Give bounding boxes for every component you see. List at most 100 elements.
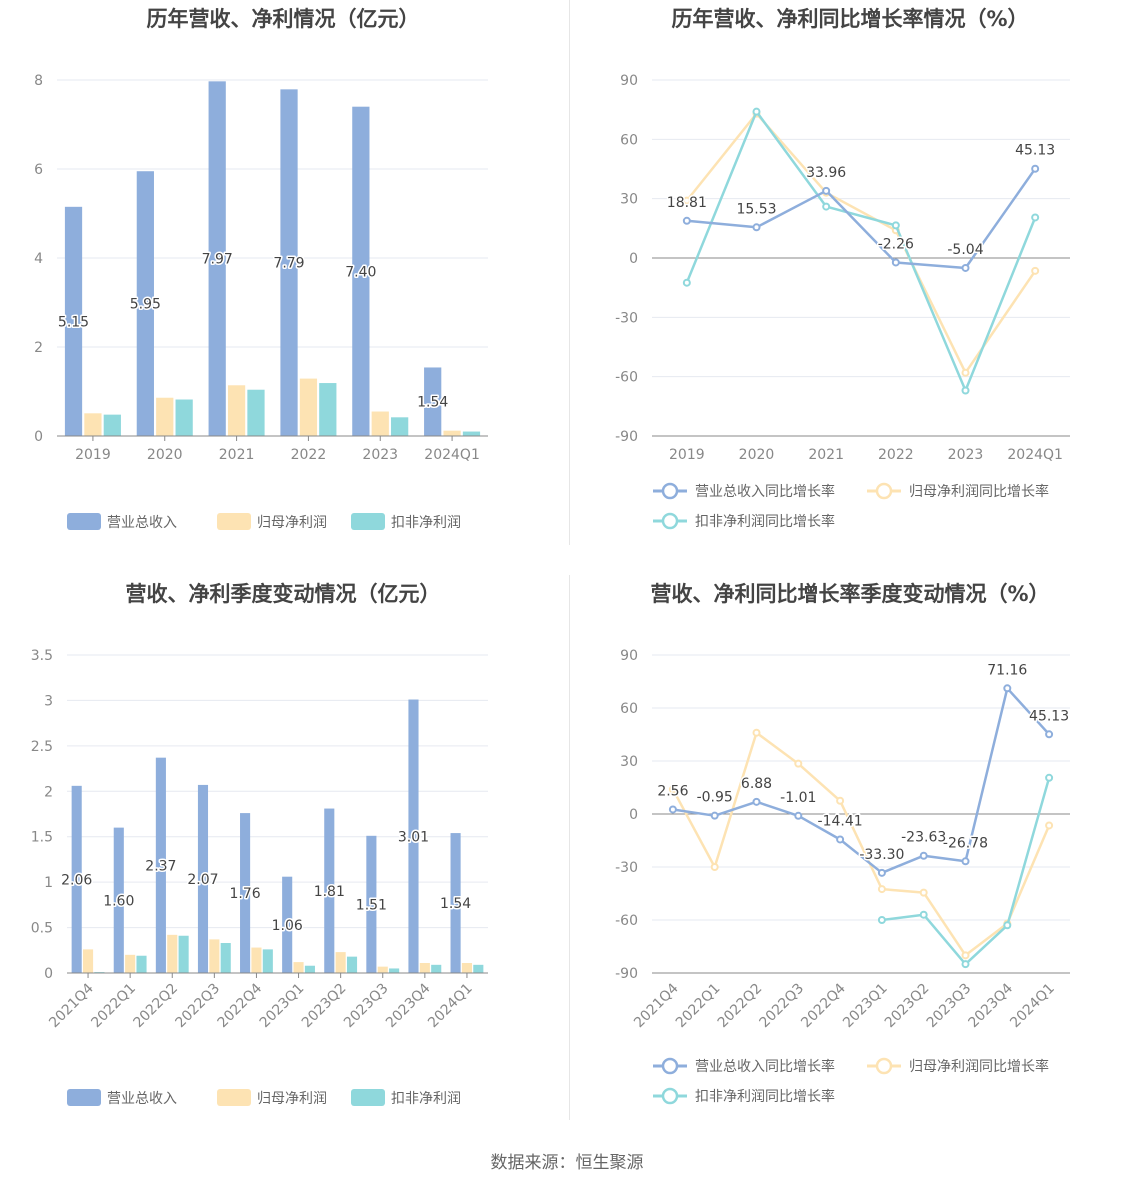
legend: 营业总收入 归母净利润 扣非净利润 — [67, 1089, 461, 1107]
data-point — [752, 797, 761, 806]
y-tick-label: 30 — [620, 192, 638, 208]
legend-label: 营业总收入同比增长率 — [695, 483, 835, 500]
bar-扣非净利润 — [262, 949, 273, 973]
bar-扣非净利润 — [178, 935, 189, 973]
x-tick-label: 2021 — [219, 447, 255, 463]
x-tick-label: 2022Q1 — [673, 981, 724, 1032]
bar-归母净利润 — [82, 949, 94, 973]
y-tick-label: 0 — [629, 251, 638, 267]
bar-营业总收入 — [352, 106, 370, 436]
data-point — [752, 223, 761, 232]
legend-swatch — [217, 1089, 251, 1106]
legend-label: 扣非净利润同比增长率 — [695, 513, 835, 530]
x-tick-label: 2024Q1 — [425, 981, 476, 1032]
y-tick-label: 1 — [44, 875, 53, 891]
bar-营业总收入 — [408, 699, 419, 973]
data-label: 71.16 — [987, 662, 1027, 678]
y-tick-label: 60 — [620, 132, 638, 148]
legend-marker — [661, 482, 679, 500]
data-label: 3.01 — [398, 829, 429, 845]
data-point — [961, 857, 970, 866]
data-point — [710, 863, 719, 871]
bar-营业总收入 — [155, 757, 166, 973]
data-label: 2.06 — [61, 872, 92, 888]
data-label: 2.37 — [145, 858, 176, 874]
x-axis: 2021Q42022Q12022Q22022Q32022Q42023Q12023… — [631, 972, 1070, 1032]
y-tick-label: -60 — [615, 370, 638, 386]
x-tick-label: 2023Q3 — [341, 981, 392, 1032]
series-营业总收入同比增长率 — [682, 164, 1040, 272]
x-tick-label: 2023Q1 — [840, 981, 891, 1032]
x-tick-label: 2022 — [291, 447, 327, 463]
y-tick-label: 2 — [34, 340, 43, 356]
y-axis-grid: -90 -60 -30 0 30 60 90 — [615, 73, 1070, 445]
bar-营业总收入 — [282, 876, 293, 973]
data-point — [891, 221, 900, 230]
data-label: 7.97 — [202, 252, 233, 268]
data-source-footer: 数据来源：恒生聚源 — [490, 1153, 644, 1173]
data-point — [919, 851, 928, 860]
data-label: 6.88 — [741, 776, 772, 792]
data-label: 5.15 — [58, 314, 89, 330]
data-point — [1031, 213, 1040, 222]
x-tick-label: 2022Q4 — [798, 980, 849, 1031]
y-tick-label: 0 — [34, 429, 43, 445]
bar-营业总收入 — [450, 833, 461, 973]
data-labels: 5.15 5.95 7.97 7.79 7.40 1.54 — [56, 250, 449, 412]
bar-扣非净利润 — [319, 383, 337, 436]
x-tick-label: 2022Q1 — [88, 981, 139, 1032]
data-label: 1.81 — [314, 884, 345, 900]
y-tick-label: -60 — [615, 913, 638, 929]
series-归母净利润同比增长率 — [682, 109, 1040, 377]
x-tick-label: 2023Q4 — [383, 980, 434, 1031]
y-axis-grid: -90 -60 -30 0 30 60 90 — [615, 648, 1070, 982]
data-point — [961, 386, 970, 395]
legend: 营业总收入 归母净利润 扣非净利润 — [67, 513, 461, 531]
data-label: 1.54 — [440, 896, 471, 912]
data-label: 18.81 — [667, 195, 707, 211]
legend-label: 归母净利润 — [257, 514, 327, 531]
y-tick-label: 0 — [44, 966, 53, 982]
data-point — [668, 785, 677, 794]
series-line — [881, 777, 1051, 966]
data-label: 7.79 — [273, 256, 304, 272]
data-point — [1045, 821, 1054, 830]
bar-扣非净利润 — [391, 417, 409, 436]
legend-swatch — [217, 513, 251, 530]
data-point — [877, 916, 886, 924]
x-tick-label: 2021Q4 — [46, 980, 97, 1031]
data-point — [1003, 684, 1012, 693]
y-tick-label: 3.5 — [31, 648, 53, 664]
data-point — [682, 278, 691, 287]
bar-归母净利润 — [377, 966, 388, 973]
x-tick-label: 2024Q1 — [1007, 981, 1058, 1032]
data-label: -23.63 — [901, 830, 946, 846]
bar-扣非净利润 — [431, 964, 442, 973]
y-tick-label: 0.5 — [31, 921, 53, 937]
data-label: -0.95 — [697, 790, 733, 806]
data-point — [961, 368, 970, 377]
y-tick-label: -30 — [615, 310, 638, 326]
x-tick-label: 2023 — [948, 447, 984, 463]
data-point — [682, 196, 691, 205]
bar-扣非净利润 — [247, 389, 265, 436]
bar-扣非净利润 — [389, 968, 400, 973]
bar-扣非净利润 — [462, 431, 481, 436]
y-tick-label: 90 — [620, 648, 638, 664]
series-营业总收入同比增长率 — [668, 684, 1054, 877]
bar-归母净利润 — [209, 939, 220, 973]
bars — [71, 699, 484, 973]
data-point — [710, 811, 719, 820]
bar-扣非净利润 — [473, 964, 484, 973]
data-point — [1003, 921, 1012, 930]
x-axis: 2021Q42022Q12022Q22022Q32022Q42023Q12023… — [46, 972, 488, 1032]
y-tick-label: 8 — [34, 73, 43, 89]
y-tick-label: -90 — [615, 429, 638, 445]
chart-title: 营收、净利季度变动情况（亿元） — [126, 582, 441, 606]
data-label: -1.01 — [780, 790, 816, 806]
x-tick-label: 2019 — [669, 447, 705, 463]
y-tick-label: 4 — [34, 251, 43, 267]
data-label: 1.54 — [417, 395, 448, 411]
